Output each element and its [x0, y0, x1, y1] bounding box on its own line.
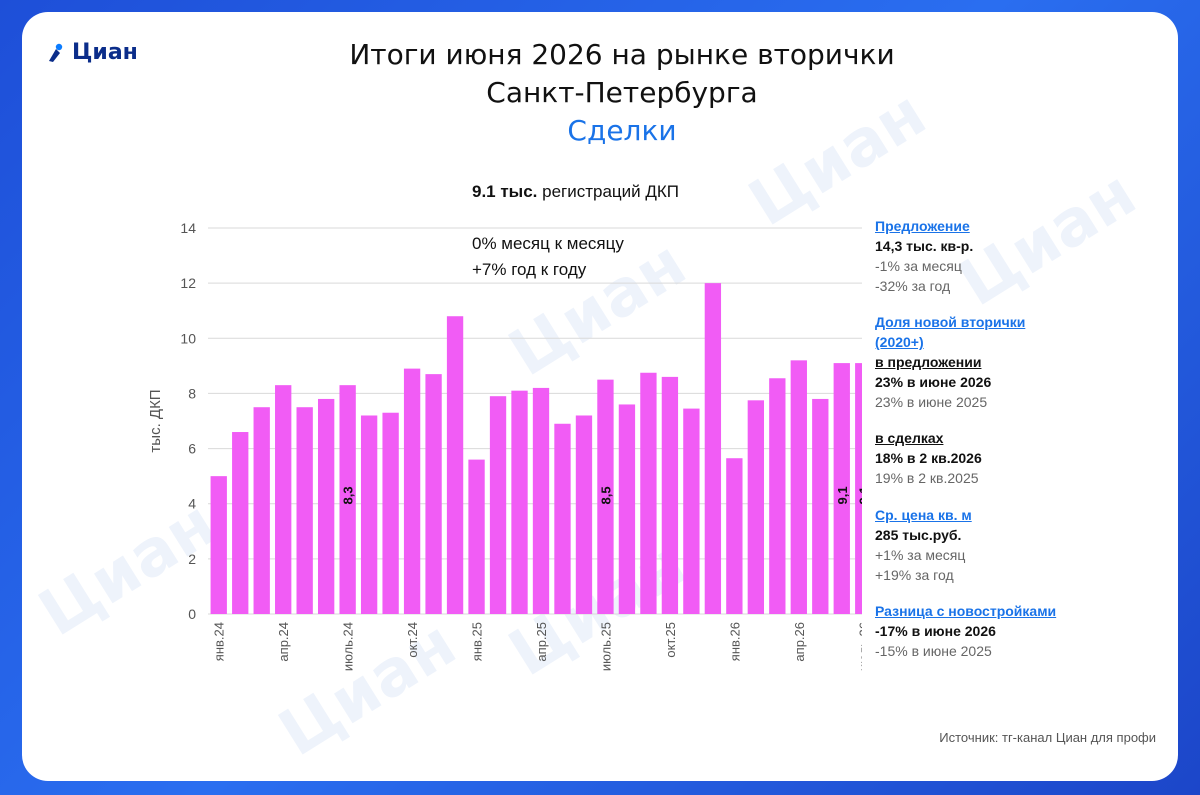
diff-heading: Разница с новостройками	[875, 603, 1057, 619]
side-block-supply: Предложение 14,3 тыс. кв-р. -1% за месяц…	[875, 216, 973, 296]
bar	[489, 396, 507, 614]
bar-chart: 0 2 4 6 8 10 12 14 тыс. ДКП янв.24 апр.24 июль.24 ок…	[147, 220, 862, 671]
bar	[232, 432, 249, 614]
supply-value: 14,3 тыс. кв-р.	[875, 238, 974, 254]
x-tick-label: янв.26	[727, 622, 742, 661]
chart-note: 0% месяц к месяцу +7% год к году	[472, 231, 624, 283]
data-label: 9,1	[835, 486, 850, 504]
x-tick-label: окт.25	[663, 622, 678, 658]
y-tick-label: 0	[188, 606, 196, 622]
share-deals-2026: 18% в 2 кв.2026	[875, 450, 982, 466]
y-tick-label: 4	[188, 496, 196, 512]
data-label: 8,5	[598, 486, 613, 504]
side-block-share: Доля новой вторички (2020+) в предложени…	[875, 312, 1025, 488]
title-subtitle: Сделки	[567, 114, 677, 147]
cian-logo-icon	[49, 43, 63, 62]
bar	[296, 407, 313, 614]
bar	[532, 387, 550, 614]
bar	[468, 459, 485, 614]
bar	[747, 400, 765, 614]
y-tick-label: 12	[180, 275, 196, 291]
x-tick-label: июль.25	[598, 622, 613, 671]
logo-text: Циан	[72, 40, 138, 65]
data-label: 9,1	[856, 486, 862, 504]
note-yoy: +7% год к году	[472, 260, 587, 279]
x-tick-label: янв.25	[470, 622, 485, 661]
y-tick-label: 8	[188, 385, 196, 401]
chart-headline: 9.1 тыс. регистраций ДКП	[472, 182, 679, 202]
price-mom: +1% за месяц	[875, 547, 966, 563]
page-title: Итоги июня 2026 на рынке вторички Санкт-…	[222, 36, 1022, 150]
share-heading-1: Доля новой вторички	[875, 314, 1026, 330]
note-mom: 0% месяц к месяцу	[472, 234, 624, 253]
x-tick-label: апр.26	[792, 622, 807, 662]
share-deals-2025: 19% в 2 кв.2025	[875, 470, 979, 486]
y-tick-label: 10	[180, 330, 196, 346]
bar	[618, 404, 636, 614]
bar	[360, 415, 378, 614]
bar	[575, 415, 593, 614]
bar	[704, 283, 722, 614]
share-sub-deals: в сделках	[875, 430, 944, 446]
supply-mom: -1% за месяц	[875, 258, 962, 274]
bar	[317, 398, 335, 614]
data-label: 8,3	[341, 486, 356, 504]
watermark: Циан	[946, 156, 1149, 322]
bar	[210, 476, 227, 614]
bar	[554, 423, 571, 614]
source-note: Источник: тг-канал Циан для профи	[939, 730, 1156, 745]
x-tick-label: апр.25	[534, 622, 549, 662]
headline-text: регистраций ДКП	[537, 182, 680, 201]
y-tick-label: 14	[180, 220, 196, 236]
bar	[425, 374, 442, 614]
share-sub-offer: в предложении	[875, 354, 982, 370]
x-tick-label: июль.24	[341, 622, 356, 671]
x-tick-label: апр.24	[276, 622, 291, 662]
y-tick-label: 6	[188, 441, 196, 457]
bar	[726, 458, 743, 614]
price-value: 285 тыс.руб.	[875, 527, 962, 543]
diff-2026: -17% в июне 2026	[875, 623, 996, 639]
price-heading: Ср. цена кв. м	[875, 507, 972, 523]
bar	[790, 360, 807, 614]
bar	[382, 412, 399, 614]
share-offer-2026: 23% в июне 2026	[875, 374, 992, 390]
x-tick-label: янв.24	[212, 622, 227, 661]
bar	[833, 363, 850, 614]
bar	[446, 316, 464, 614]
price-yoy: +19% за год	[875, 567, 954, 583]
bar	[683, 408, 700, 614]
share-heading-2: (2020+)	[875, 334, 924, 350]
bar	[339, 385, 356, 614]
headline-value: 9.1 тыс.	[472, 182, 538, 201]
supply-yoy: -32% за год	[875, 278, 951, 294]
title-line-1: Итоги июня 2026 на рынке вторички	[349, 38, 895, 71]
bar	[661, 376, 679, 614]
bar	[812, 398, 829, 614]
bar	[597, 379, 614, 614]
bar	[640, 372, 657, 614]
x-tick-label: окт.24	[405, 622, 420, 658]
bar	[253, 407, 270, 614]
side-block-price: Ср. цена кв. м 285 тыс.руб. +1% за месяц…	[875, 505, 972, 585]
slide-card: Циан Циан Циан Циан Циан Циан Циан Итоги…	[22, 12, 1178, 781]
diff-2025: -15% в июне 2025	[875, 643, 992, 659]
cian-logo: Циан	[46, 40, 138, 65]
share-offer-2025: 23% в июне 2025	[875, 394, 988, 410]
x-tick-label: июль.26	[856, 622, 862, 671]
bar	[275, 385, 292, 614]
bar	[403, 368, 421, 614]
title-line-2: Санкт-Петербурга	[486, 76, 758, 109]
side-block-diff: Разница с новостройками -17% в июне 2026…	[875, 601, 1056, 661]
bar	[511, 390, 528, 614]
y-axis-label: тыс. ДКП	[147, 389, 164, 452]
bar	[769, 378, 786, 614]
supply-heading: Предложение	[875, 218, 970, 234]
y-tick-label: 2	[188, 551, 196, 567]
bar	[855, 363, 862, 614]
